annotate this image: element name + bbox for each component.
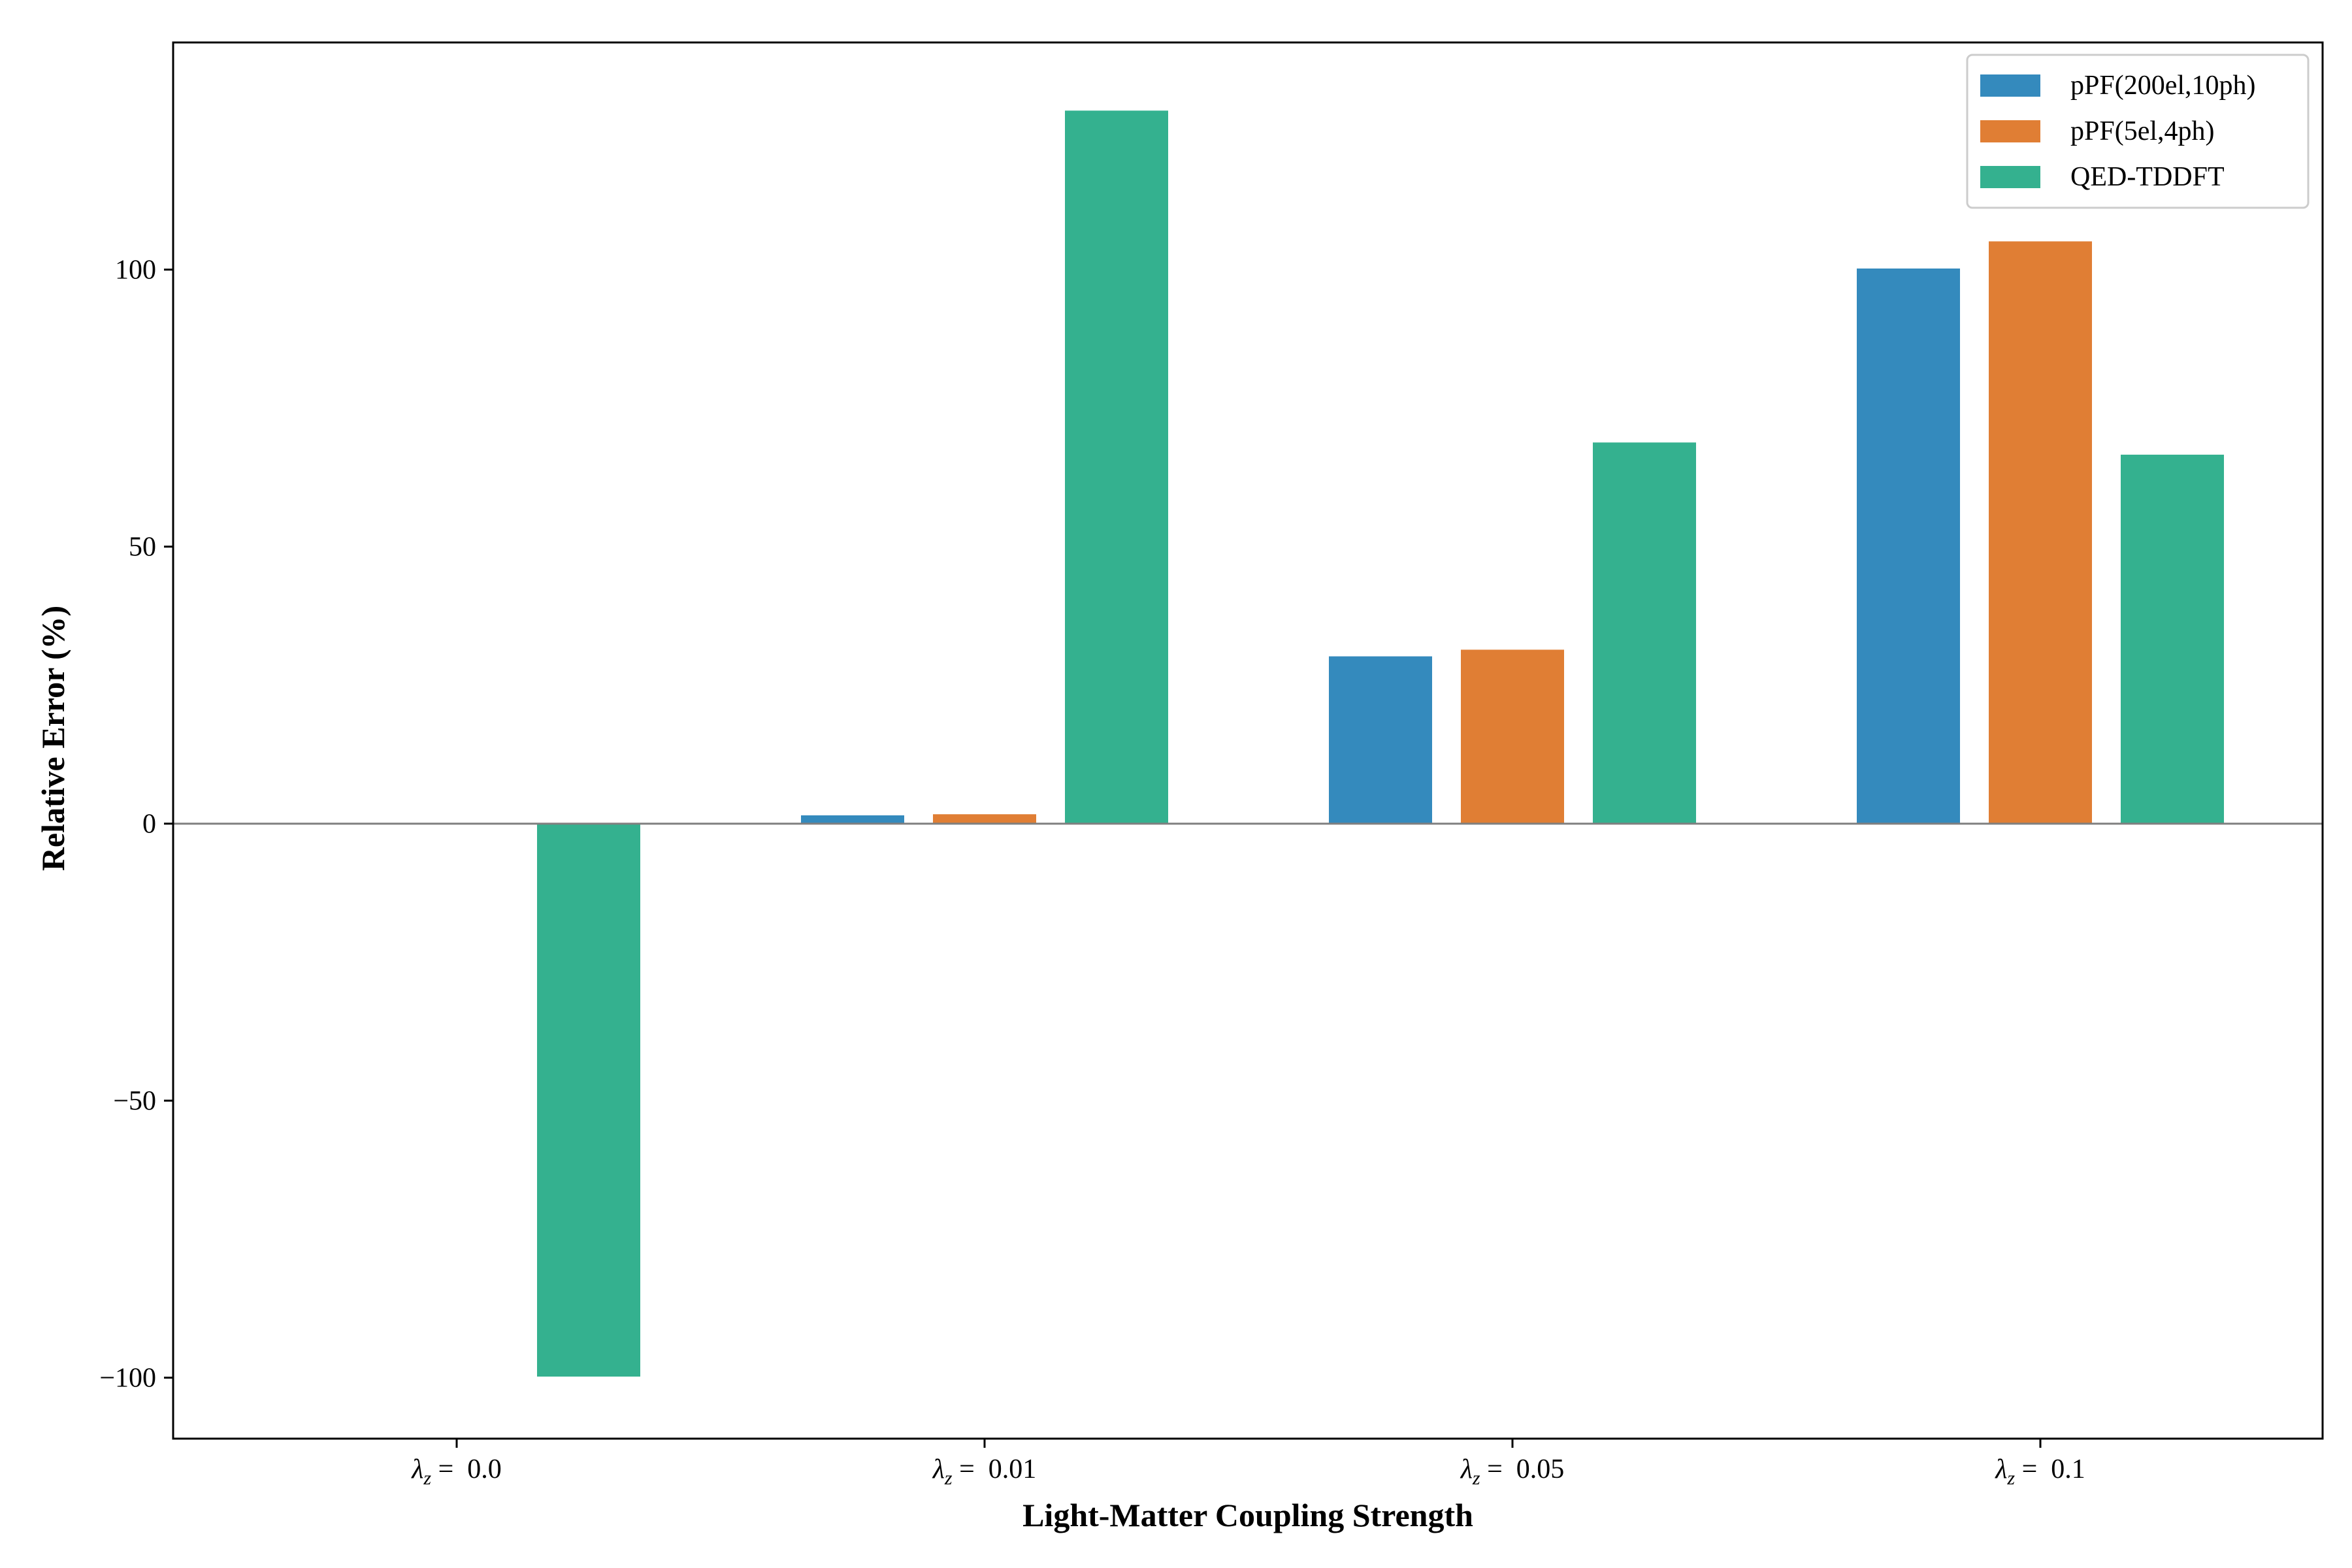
y-tick-label: 0	[142, 809, 156, 840]
bar-ppf-5el-4ph--1	[933, 814, 1036, 824]
legend-swatch	[1980, 166, 2040, 188]
y-axis-label: Relative Error (%)	[35, 606, 71, 871]
legend-swatch	[1980, 120, 2040, 142]
x-tick-label: λz = 0.05	[1460, 1454, 1565, 1489]
bar-qed-tddft-3	[2121, 454, 2224, 824]
x-tick-label: λz = 0.1	[1994, 1454, 2085, 1489]
x-tick-label: λz = 0.0	[410, 1454, 502, 1489]
bar-qed-tddft-2	[1593, 442, 1696, 824]
bar-qed-tddft-0	[537, 823, 640, 1377]
x-axis: λz = 0.0 λz = 0.01 λz = 0.05 λz = 0.1	[410, 1439, 2085, 1489]
legend-label: pPF(200el,10ph)	[2070, 71, 2256, 101]
legend-swatch	[1980, 74, 2040, 97]
y-axis: −100 −50 0 50 100	[99, 255, 173, 1394]
x-axis-label: Light-Matter Coupling Strength	[1022, 1497, 1473, 1533]
y-tick-label: −100	[99, 1364, 156, 1394]
y-tick-label: 100	[115, 255, 156, 286]
plot-frame	[172, 41, 2324, 1440]
y-tick-label: −50	[113, 1086, 156, 1117]
bars-layer	[537, 110, 2224, 1377]
legend: pPF(200el,10ph) pPF(5el,4ph) QED-TDDFT	[1966, 54, 2310, 209]
y-tick-label: 50	[129, 532, 156, 563]
bar-ppf-200el-10ph--1	[801, 815, 904, 824]
bar-ppf-200el-10ph--2	[1329, 656, 1432, 824]
legend-label: pPF(5el,4ph)	[2070, 116, 2215, 146]
bar-ppf-5el-4ph--3	[1989, 241, 2092, 824]
x-tick-label: λz = 0.01	[932, 1454, 1037, 1489]
legend-box	[1966, 54, 2310, 209]
bar-qed-tddft-1	[1065, 110, 1168, 824]
bar-ppf-200el-10ph--3	[1857, 268, 1960, 824]
legend-label: QED-TDDFT	[2070, 162, 2225, 192]
bar-ppf-5el-4ph--2	[1461, 649, 1564, 824]
